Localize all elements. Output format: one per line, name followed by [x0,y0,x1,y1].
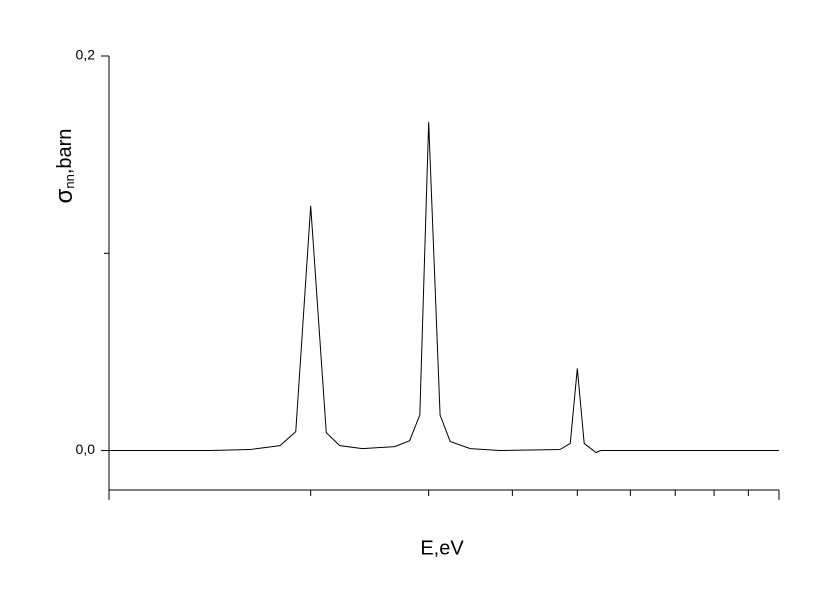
y-tick-label: 0,2 [76,47,96,63]
data-line [109,122,779,454]
y-label-symbol: σ [51,188,78,203]
x-axis-label: E,eV [420,537,464,559]
y-label-subscript: nn [62,174,77,188]
y-label-unit: ,barn [54,129,76,175]
y-axis-label: σnn,barn [51,129,78,204]
y-tick-label: 0,0 [76,441,96,457]
